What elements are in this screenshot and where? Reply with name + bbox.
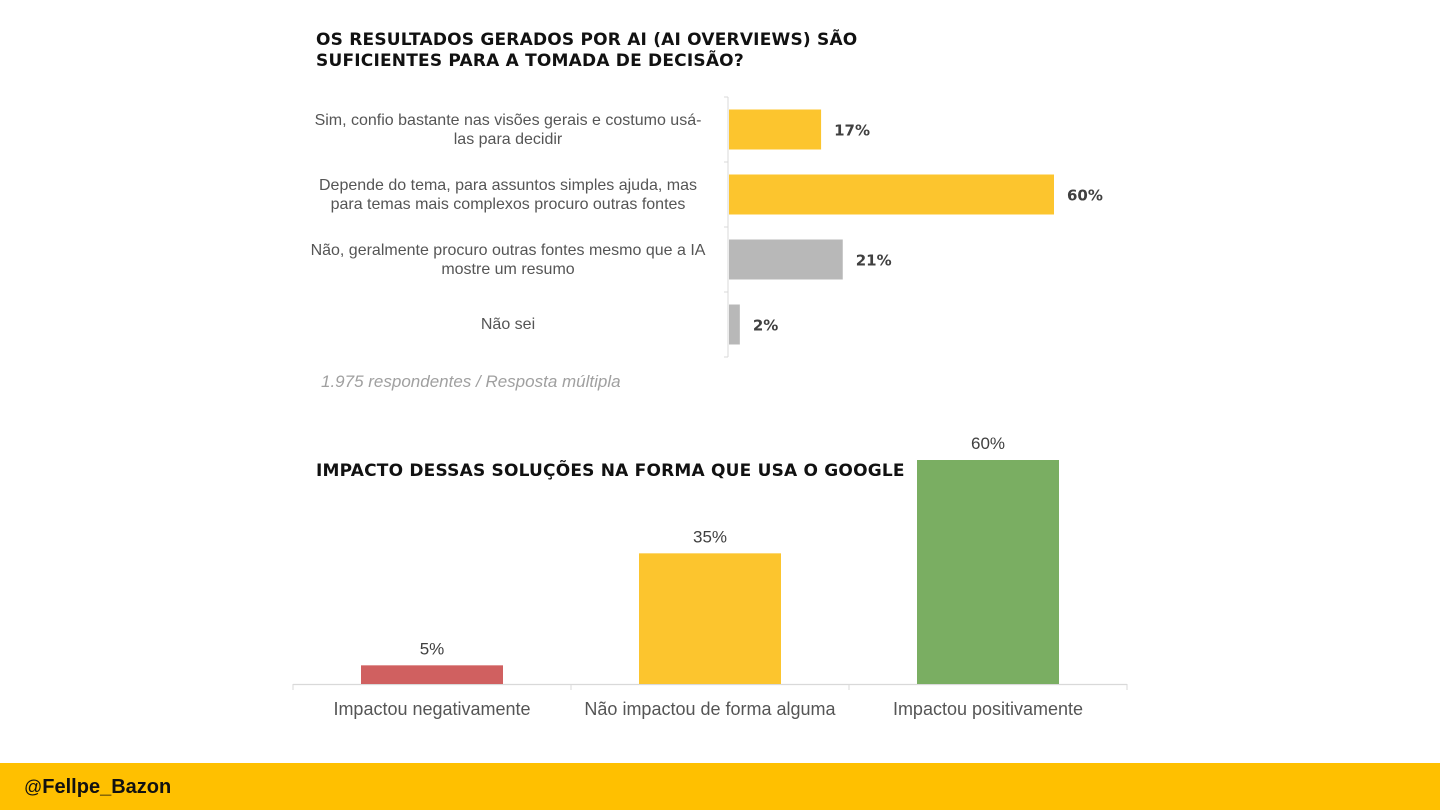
chart1-category-label-line: mostre um resumo — [441, 260, 575, 278]
chart1-category-label: Depende do tema, para assuntos simples a… — [303, 176, 713, 214]
chart1-data-label: 21% — [856, 252, 892, 270]
chart2-category-label: Impactou positivamente — [893, 699, 1083, 719]
chart1-category-label: Sim, confio bastante nas visões gerais e… — [303, 111, 713, 149]
chart2-category-label: Não impactou de forma alguma — [584, 699, 836, 719]
respondents-note: 1.975 respondentes / Resposta múltipla — [321, 372, 621, 391]
chart2-bar — [639, 553, 781, 684]
chart1-category-label-line: las para decidir — [453, 130, 563, 148]
handle-name: Fellpe_Bazon — [42, 776, 172, 798]
chart1-bar — [729, 239, 843, 280]
chart1-bar — [729, 304, 740, 345]
chart1-title: OS RESULTADOS GERADOS POR AI (AI OVERVIE… — [316, 30, 858, 71]
chart1-data-label: 60% — [1067, 187, 1103, 205]
chart1-bar — [729, 109, 822, 150]
chart1-bar — [729, 174, 1054, 215]
chart2-category-label: Impactou negativamente — [333, 699, 530, 719]
chart1-category-label: Não sei — [303, 315, 713, 334]
chart2-data-label: 5% — [420, 639, 445, 658]
chart1-category-labels: Sim, confio bastante nas visões gerais e… — [300, 97, 720, 359]
chart2-bar — [361, 665, 503, 684]
chart1-category-label-line: Não, geralmente procuro outras fontes me… — [310, 241, 706, 259]
chart1-data-label: 2% — [753, 317, 778, 335]
chart2-bar — [917, 460, 1059, 684]
at-symbol: @ — [24, 777, 43, 797]
author-handle: @Fellpe_Bazon — [24, 776, 171, 799]
chart1-category-label-line: Depende do tema, para assuntos simples a… — [319, 176, 697, 194]
chart1-category-label: Não, geralmente procuro outras fontes me… — [303, 241, 713, 279]
chart2-title: IMPACTO DESSAS SOLUÇÕES NA FORMA QUE USA… — [316, 461, 905, 481]
chart2-data-label: 60% — [971, 434, 1005, 453]
chart1-category-label-line: Sim, confio bastante nas visões gerais e… — [314, 111, 702, 129]
chart2-data-label: 35% — [693, 527, 727, 546]
chart1-category-label-line: para temas mais complexos procuro outras… — [330, 195, 686, 213]
footer-bar — [0, 763, 1440, 810]
chart1-category-label-line: Não sei — [480, 316, 536, 333]
chart1-data-label: 17% — [834, 122, 870, 140]
